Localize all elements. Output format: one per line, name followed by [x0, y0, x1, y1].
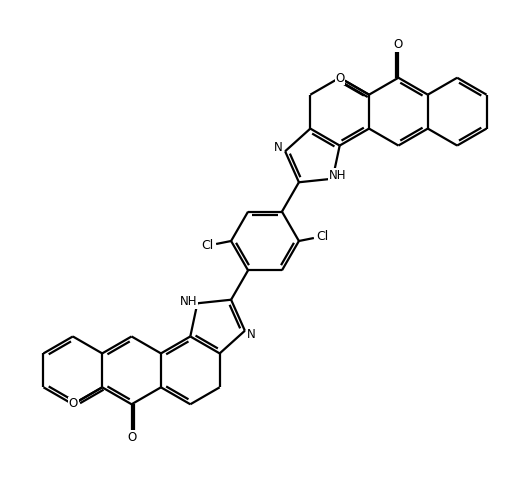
Text: O: O: [394, 38, 403, 51]
Text: N: N: [248, 328, 256, 341]
Text: O: O: [335, 71, 345, 84]
Text: Cl: Cl: [202, 239, 214, 252]
Text: NH: NH: [180, 295, 198, 308]
Text: N: N: [274, 141, 282, 154]
Text: O: O: [69, 398, 78, 411]
Text: O: O: [127, 431, 136, 444]
Text: NH: NH: [329, 169, 347, 182]
Text: Cl: Cl: [316, 230, 328, 243]
